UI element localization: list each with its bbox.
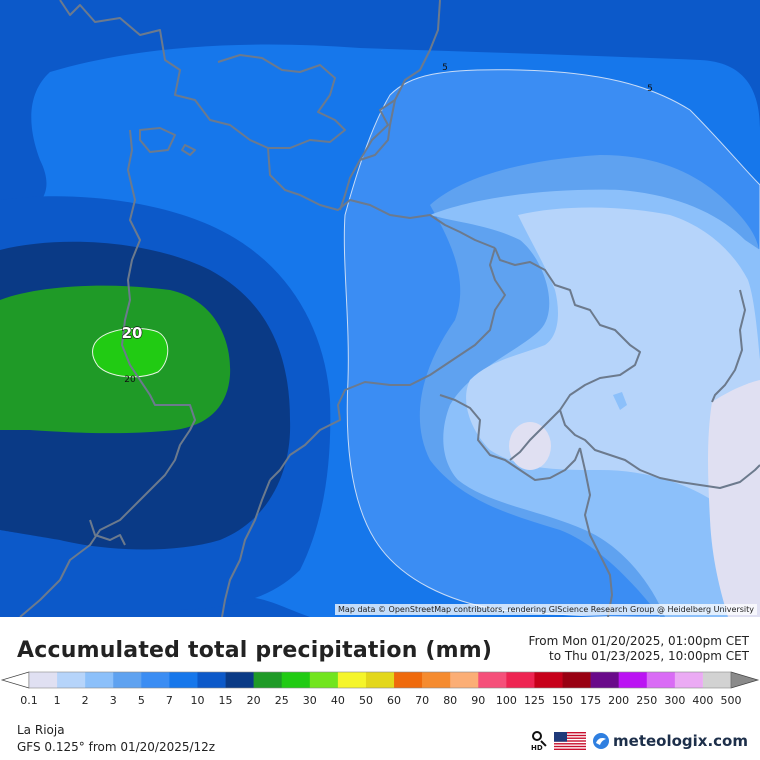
legend-swatch-70 [422,672,451,688]
footer-icons: HD meteologix.com [530,728,748,754]
legend-tick-label: 70 [415,694,430,707]
legend-frame [28,671,732,689]
legend-swatch-300 [674,672,704,688]
legend-tick-label: 200 [608,694,630,707]
legend-tick-label: 100 [495,694,517,707]
legend-swatch-10 [197,672,226,688]
map-attribution: Map data © OpenStreetMap contributors, r… [335,604,757,615]
legend-tick-label: 125 [523,694,545,707]
legend-tick-label: 3 [109,694,117,707]
legend-swatch-40 [337,672,367,688]
meteologix-brand[interactable]: meteologix.com [592,732,748,750]
legend-tick-label: 5 [137,694,145,707]
period-to: to Thu 01/23/2025, 10:00pm CET [548,649,749,663]
field-0.1mm-spot [509,422,551,470]
legend-tick-label: 500 [720,694,742,707]
period-from: From Mon 01/20/2025, 01:00pm CET [528,634,749,648]
legend-tick-labels: 0.1 1 2 3 5 7 10 15 20 25 30 40 50 60 70 80 90 100 125 150 1… [0,694,760,710]
legend-swatch-1 [57,672,86,688]
legend-swatch-90 [478,672,507,688]
legend-swatch-30 [309,672,339,688]
us-flag-icon[interactable] [554,732,587,750]
forecast-period: From Mon 01/20/2025, 01:00pm CET to Thu … [529,634,749,664]
contour-label: 5 [647,84,653,94]
legend-swatch-5 [141,672,170,688]
field-25mm [92,327,169,378]
legend-tick-label: 80 [443,694,458,707]
location-label: La Rioja [17,723,65,737]
field-1mm [466,207,760,617]
legend-tick-label: 1 [53,694,61,707]
precipitation-legend [0,671,760,689]
legend-tick-label: 25 [274,694,289,707]
legend-swatch-15 [225,672,254,688]
hd-label: HD [531,744,543,752]
legend-swatch-50 [365,672,395,688]
legend-tick-label: 20 [246,694,261,707]
field-1mm-spot [613,392,627,410]
contour-label: 20 [122,324,143,342]
legend-tick-label: 15 [218,694,233,707]
legend-over-arrow [730,671,760,689]
legend-swatch-80 [450,672,479,688]
legend-swatch-2 [85,672,114,688]
chart-title: Accumulated total precipitation (mm) [17,638,493,663]
legend-tick-label: 10 [190,694,205,707]
legend-tick-label: 50 [358,694,373,707]
legend-swatch-7 [169,672,198,688]
precipitation-map[interactable]: 5 5 20 20 [0,0,760,617]
legend-tick-label: 90 [471,694,486,707]
legend-swatch-60 [394,672,423,688]
legend-swatch-25 [281,672,311,688]
legend-tick-label: 150 [552,694,574,707]
legend-swatch-125 [534,672,563,688]
legend-tick-label: 400 [692,694,714,707]
legend-tick-label: 40 [330,694,345,707]
legend-tick-label: 60 [387,694,402,707]
hd-magnifier-icon[interactable]: HD [530,729,548,753]
model-info: GFS 0.125° from 01/20/2025/12z [17,740,216,754]
legend-under-arrow [0,671,30,689]
legend-tick-label: 30 [302,694,317,707]
legend-tick-label: 0.1 [20,694,38,707]
legend-tick-label: 2 [81,694,89,707]
contour-labels: 5 5 20 20 [121,63,653,385]
legend-tick-label: 250 [636,694,658,707]
meteologix-logo-icon [593,733,610,749]
field-0.1mm-east [708,380,760,617]
legend-swatch-500 [702,672,731,688]
country-borders [19,0,760,617]
legend-swatch-100 [506,672,535,688]
legend-tick-label: 300 [664,694,686,707]
legend-swatch-3 [113,672,142,688]
legend-swatch-150 [562,672,591,688]
legend-swatch-250 [646,672,676,688]
legend-swatch-20 [253,672,283,688]
legend-tick-label: 175 [580,694,602,707]
legend-swatch-175 [590,672,619,688]
legend-swatch-200 [618,672,648,688]
brand-name: meteologix.com [613,732,748,750]
legend-swatch-0.1 [29,672,58,688]
contour-label: 20 [124,375,136,385]
legend-tick-label: 7 [165,694,173,707]
contour-label: 5 [442,63,448,73]
